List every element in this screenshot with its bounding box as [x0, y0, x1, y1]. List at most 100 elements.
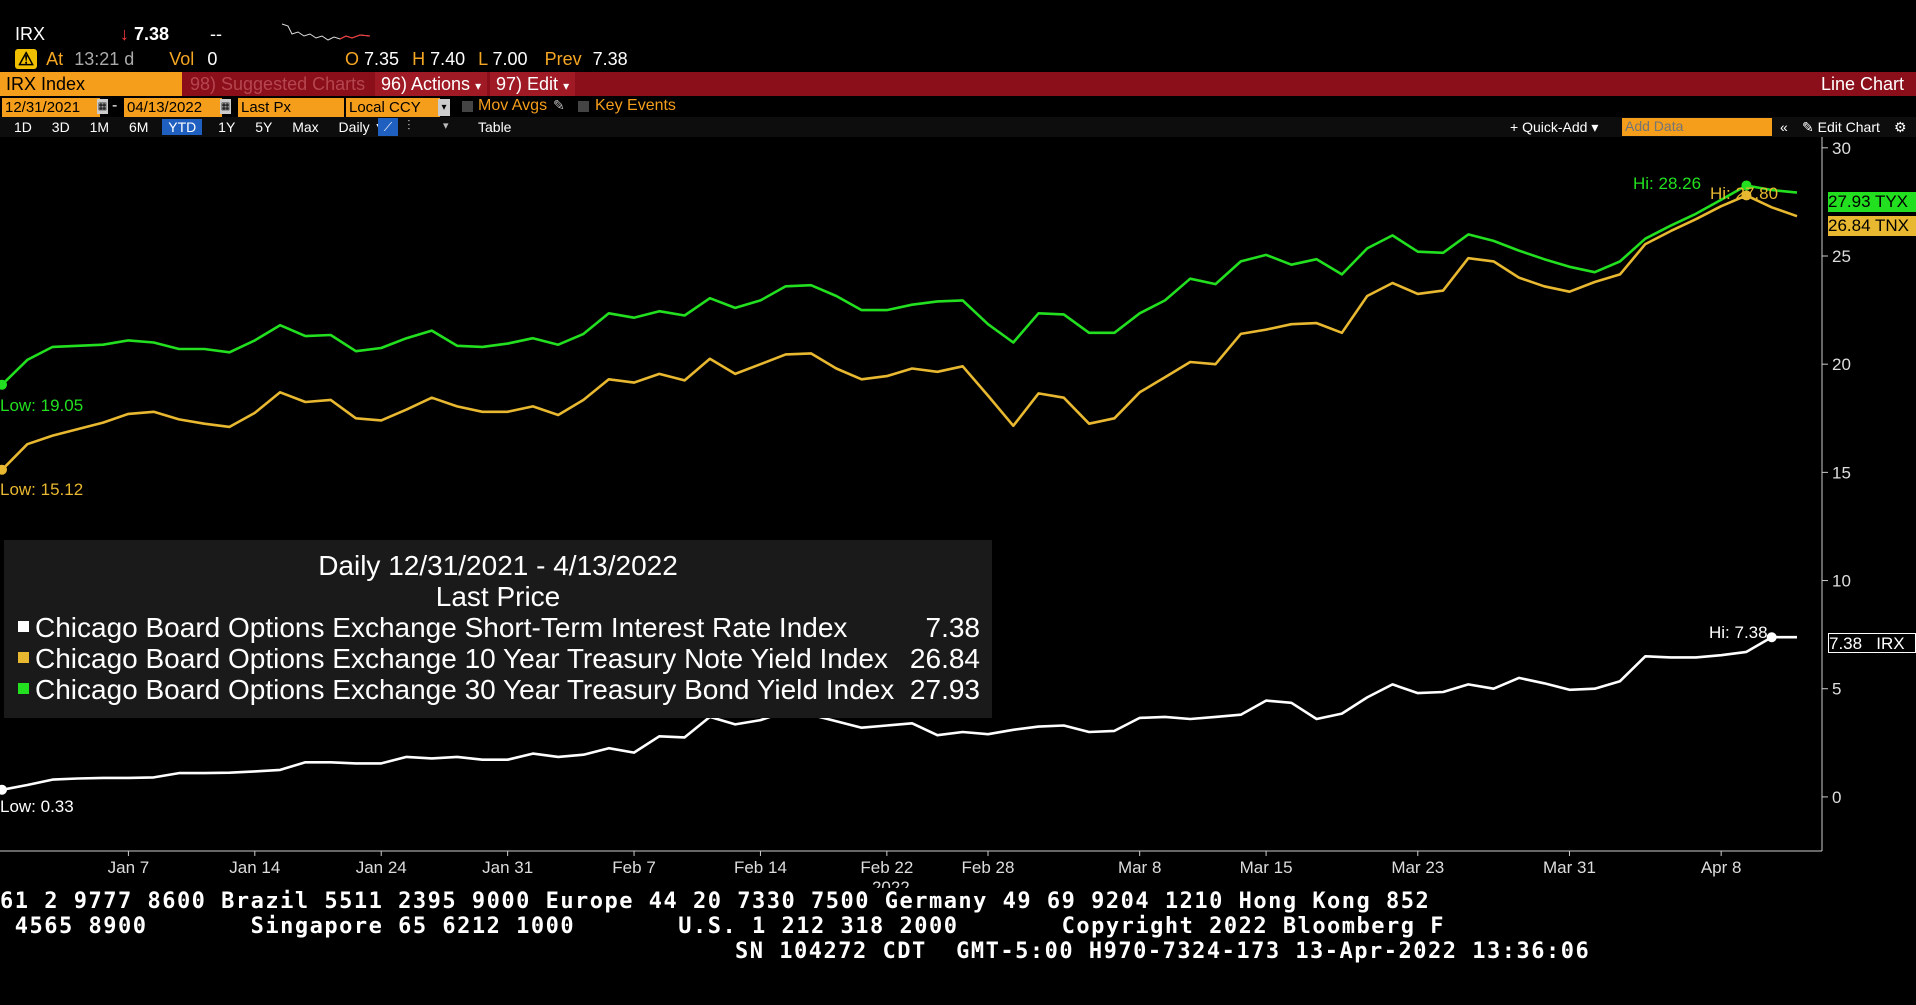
series-line-tnx [1, 194, 1798, 471]
low-marker-irx [0, 784, 7, 795]
range-max[interactable]: Max [292, 119, 319, 135]
y-tick-label: 20 [1832, 355, 1851, 374]
x-tick-label: Jan 24 [356, 858, 407, 877]
legend-row-tyx: Chicago Board Options Exchange 30 Year T… [18, 674, 894, 706]
x-tick-label: Mar 23 [1391, 858, 1444, 877]
ohlc-row: O 7.35 H 7.40 L 7.00 Prev 7.38 [345, 49, 628, 70]
legend-row-irx: Chicago Board Options Exchange Short-Ter… [18, 612, 847, 644]
footer-line-3: SN 104272 CDT GMT-5:00 H970-7324-173 13-… [735, 939, 1591, 964]
legend-swatch [18, 621, 29, 633]
ticker-symbol[interactable]: IRX [15, 24, 46, 44]
range-1y[interactable]: 1Y [218, 119, 236, 135]
range-buttons: 1D 3D 1M 6M YTD 1Y 5Y Max Daily ▼ [10, 117, 391, 137]
series-line-irx [1, 635, 1797, 792]
low-marker-tyx [0, 379, 7, 390]
irx-value-tag: 7.38 IRX [1828, 633, 1916, 653]
range-5y[interactable]: 5Y [255, 119, 273, 135]
tyx-value-tag: 27.93 TYX [1828, 192, 1916, 212]
function-bar [0, 72, 1916, 96]
range-1d[interactable]: 1D [14, 119, 32, 135]
x-tick-label: Mar 31 [1543, 858, 1596, 877]
tnx-low-label: Low: 15.12 [0, 480, 84, 499]
key-events-checkbox[interactable] [578, 101, 589, 112]
end-date-field[interactable]: 04/13/2022 [124, 98, 222, 117]
at-label: At [46, 49, 64, 69]
y-tick-label: 0 [1832, 788, 1841, 807]
bar-chart-icon[interactable]: ⫶ [407, 117, 411, 133]
period-select[interactable]: Daily ▼ [338, 119, 388, 135]
legend-series-name: Chicago Board Options Exchange Short-Ter… [35, 612, 848, 643]
y-tick-label: 15 [1832, 463, 1851, 482]
tyx-low-label: Low: 19.05 [0, 396, 84, 415]
legend-title: Daily 12/31/2021 - 4/13/2022 [318, 550, 678, 581]
high-marker-tyx [1741, 180, 1752, 191]
chevron-down-icon: ▾ [563, 79, 570, 93]
price-field-select[interactable]: Last Px [238, 98, 344, 117]
pencil-icon[interactable]: ✎ [553, 97, 565, 113]
x-tick-label: Feb 28 [962, 858, 1015, 877]
footer-line-2: 4565 8900 Singapore 65 6212 1000 U.S. 1 … [0, 914, 1446, 939]
security-field[interactable]: IRX Index [0, 72, 182, 96]
header-row-2: ⚠ At 13:21 d Vol 0 [15, 49, 217, 70]
collapse-icon[interactable]: « [1780, 119, 1788, 135]
news-alert-icon[interactable]: ⚠ [15, 49, 38, 69]
low-marker-tnx [0, 464, 7, 475]
actions-menu[interactable]: 96) Actions ▾ [375, 72, 488, 96]
sparkline-icon [281, 23, 371, 41]
date-separator: - [112, 97, 118, 114]
legend-series-value: 27.93 [909, 674, 980, 705]
volume-label: Vol [169, 49, 195, 69]
prev-value: 7.38 [592, 49, 628, 69]
price-change: -- [210, 24, 222, 44]
mov-avgs-label: Mov Avgs [478, 97, 548, 114]
mov-avgs-checkbox[interactable] [462, 101, 473, 112]
gear-icon[interactable]: ⚙ [1894, 119, 1907, 135]
range-ytd[interactable]: YTD [162, 119, 203, 135]
range-3d[interactable]: 3D [51, 119, 70, 135]
open-value: 7.35 [364, 49, 400, 69]
low-value: 7.00 [492, 49, 528, 69]
high-label: H [412, 49, 426, 69]
edit-menu[interactable]: 97) Edit ▾ [490, 72, 576, 96]
line-chart-icon[interactable]: ⟋ [378, 118, 398, 136]
quick-add-button[interactable]: + Quick-Add ▾ [1510, 119, 1599, 135]
series-line-tyx [1, 184, 1798, 386]
legend-row-tnx: Chicago Board Options Exchange 10 Year T… [18, 643, 888, 675]
add-data-input-box[interactable] [1622, 118, 1772, 136]
x-year-label: 2022 [872, 878, 910, 888]
tnx-value-tag: 26.84 TNX [1828, 216, 1916, 236]
range-6m[interactable]: 6M [128, 119, 149, 135]
open-label: O [345, 49, 360, 69]
chevron-down-icon: ▾ [475, 79, 482, 93]
calendar-icon[interactable]: ▦ [97, 99, 108, 114]
edit-chart-button[interactable]: ✎ Edit Chart [1802, 117, 1880, 137]
y-tick-label: 10 [1832, 572, 1851, 591]
table-button[interactable]: Table [478, 119, 512, 135]
chevron-down-icon[interactable]: ▾ [443, 120, 449, 132]
legend-series-value: 7.38 [925, 612, 981, 643]
edit-label: 97) Edit [496, 74, 559, 94]
start-date-field[interactable]: 12/31/2021 [2, 98, 100, 117]
y-tick-label: 5 [1832, 680, 1841, 699]
range-1m[interactable]: 1M [89, 119, 110, 135]
price-display: ↓ 7.38 [120, 24, 169, 45]
x-tick-label: Apr 8 [1701, 858, 1742, 877]
x-tick-label: Jan 31 [482, 858, 533, 877]
x-tick-label: Mar 8 [1118, 858, 1161, 877]
trade-time-suffix: d [124, 49, 135, 69]
calendar-icon[interactable]: ▦ [220, 99, 231, 114]
currency-select[interactable]: Local CCY [346, 98, 440, 117]
chevron-down-icon[interactable]: ▾ [438, 99, 450, 116]
legend-series-name: Chicago Board Options Exchange 30 Year T… [35, 674, 895, 705]
range-toolbar [0, 117, 1916, 137]
suggested-charts-menu[interactable]: 98) Suggested Charts [190, 74, 366, 94]
volume-value: 0 [207, 49, 218, 69]
legend-series-value: 26.84 [909, 643, 980, 674]
edit-chart-label: Edit Chart [1817, 119, 1880, 135]
x-tick-label: Feb 22 [860, 858, 913, 877]
add-data-input[interactable] [1622, 118, 1772, 134]
line-chart[interactable]: 30 25 20 15 10 5 0 Jan 7 Jan 14 Jan 24 Jan 31 Feb 7… [0, 137, 1916, 888]
x-tick-label: Jan 7 [108, 858, 150, 877]
y-tick-label: 25 [1832, 247, 1851, 266]
chart-legend: Daily 12/31/2021 - 4/13/2022 Last Price … [4, 540, 992, 718]
